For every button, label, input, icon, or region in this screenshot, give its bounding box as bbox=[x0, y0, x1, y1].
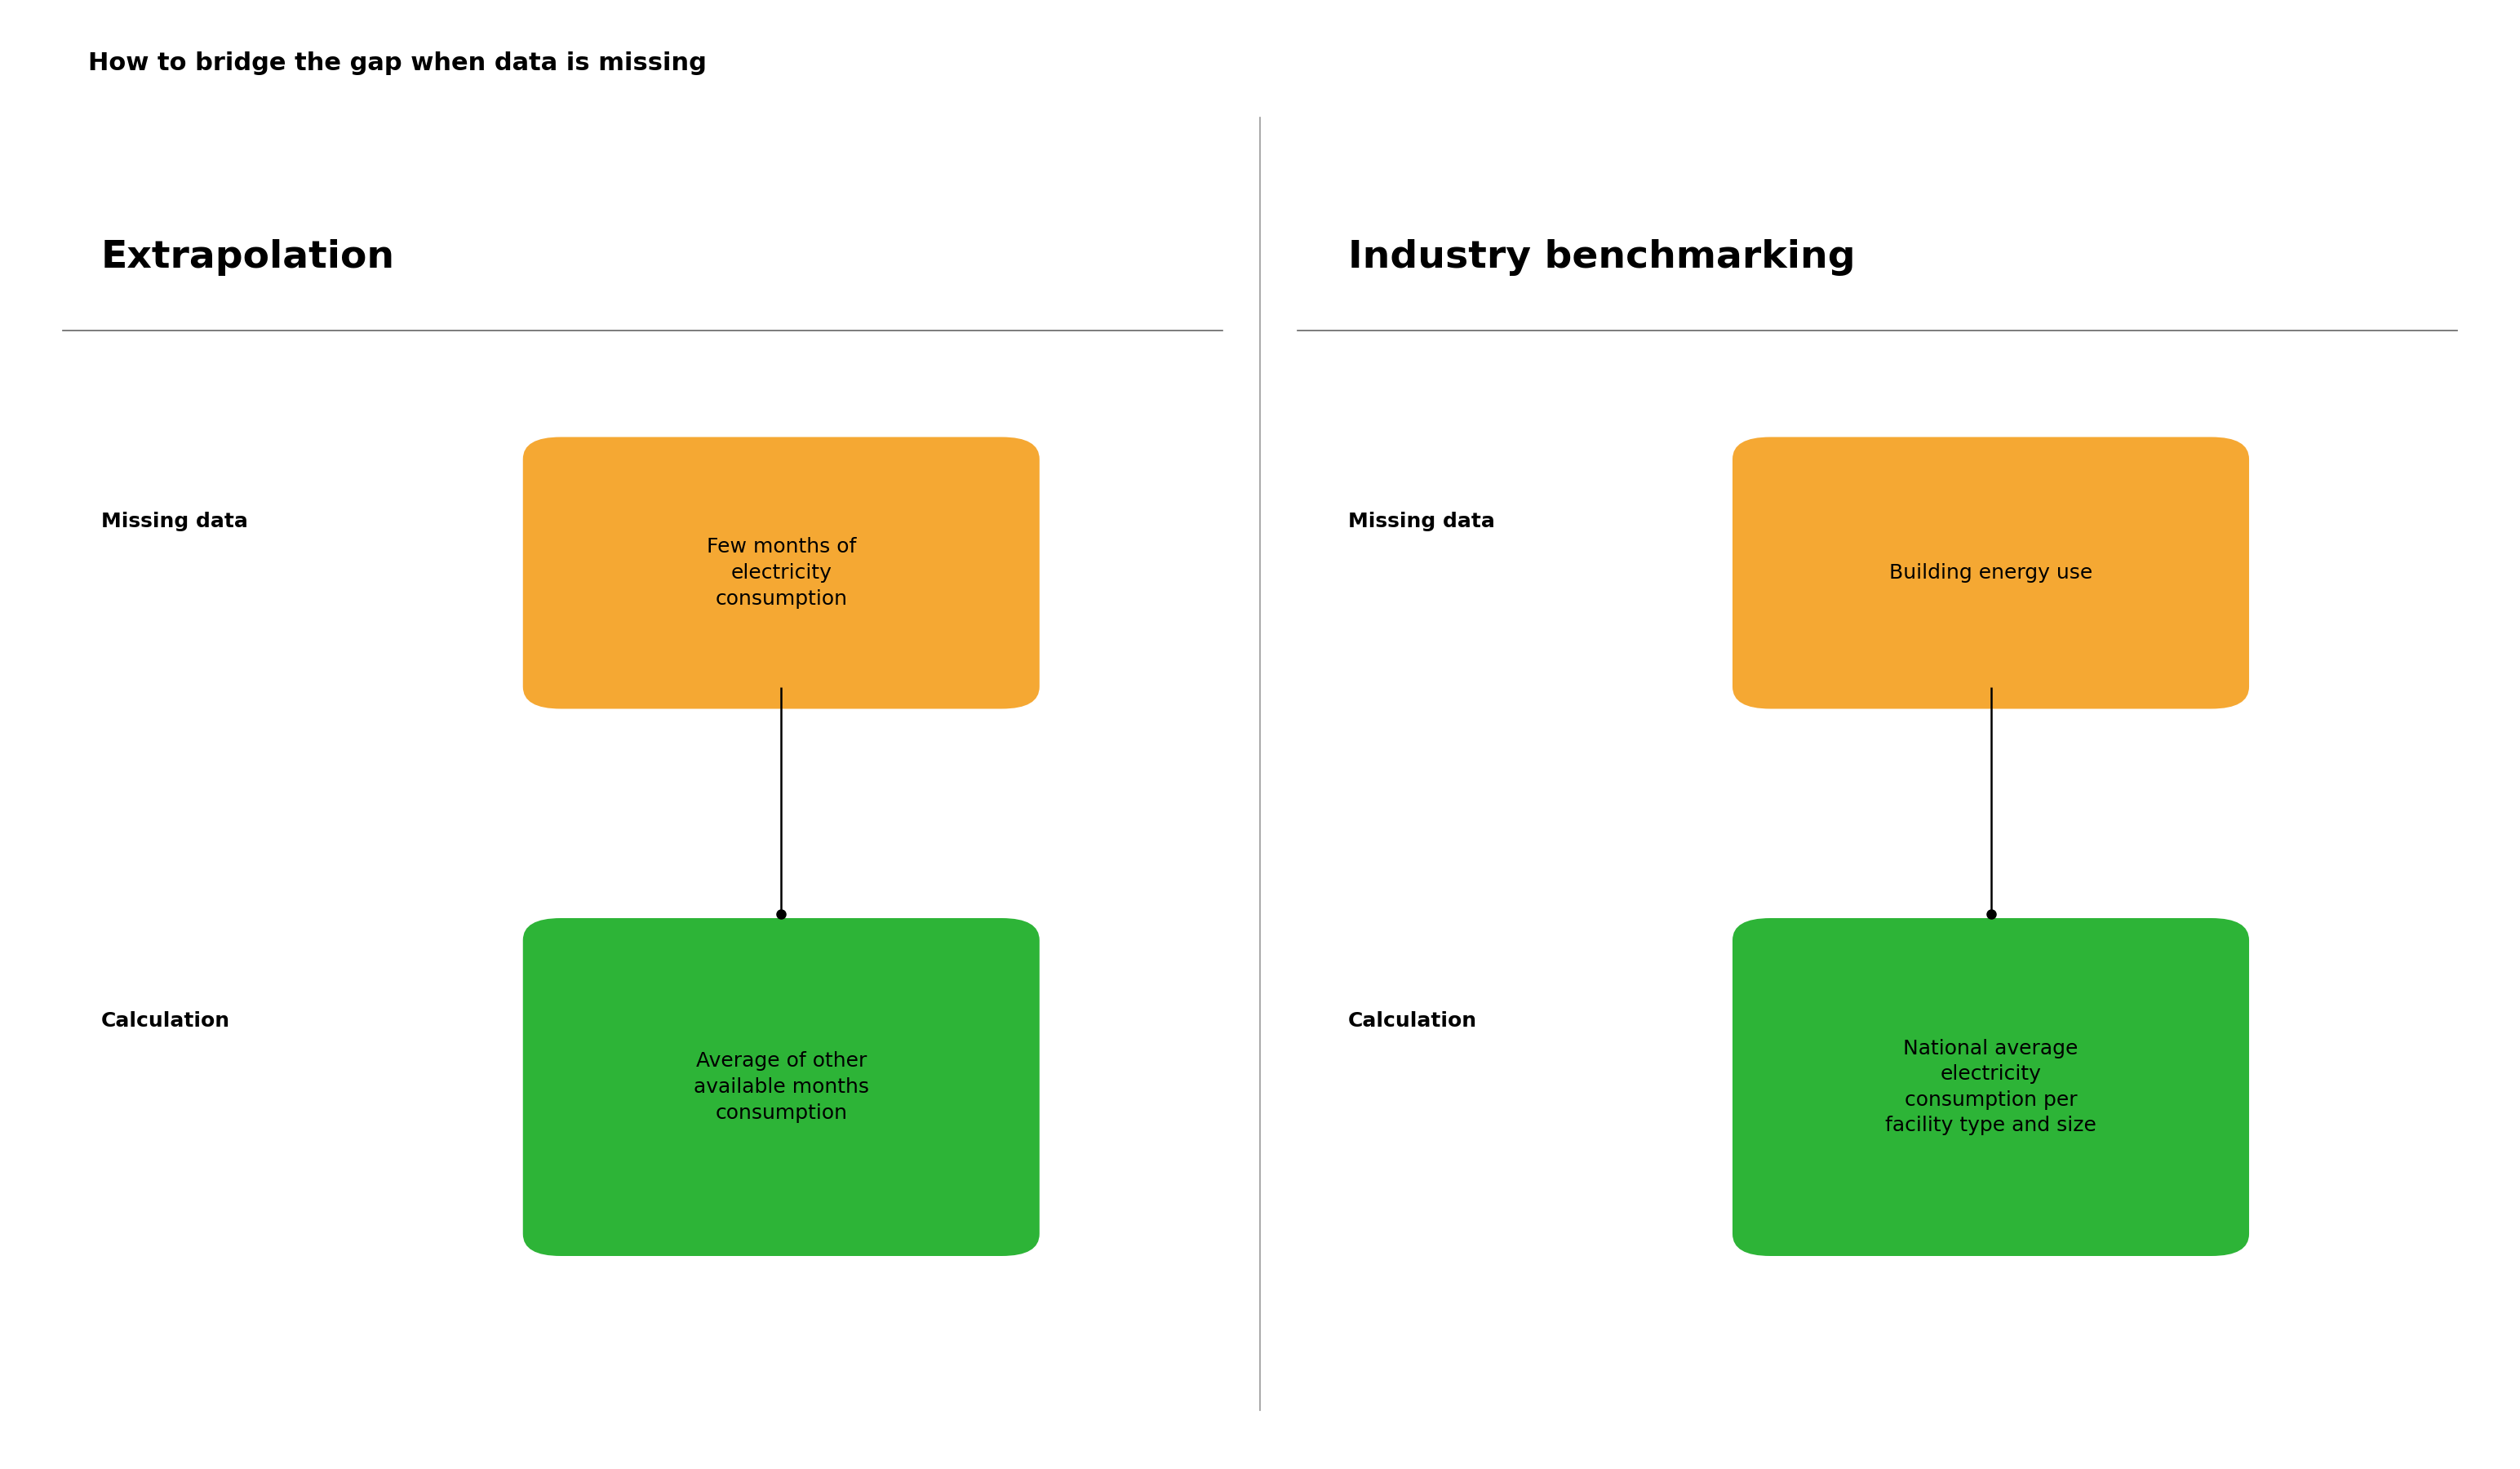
FancyBboxPatch shape bbox=[524, 918, 1038, 1256]
FancyBboxPatch shape bbox=[524, 438, 1038, 710]
Text: Few months of
electricity
consumption: Few months of electricity consumption bbox=[706, 538, 857, 608]
Text: Missing data: Missing data bbox=[101, 511, 247, 532]
FancyBboxPatch shape bbox=[1731, 438, 2248, 710]
Text: Missing data: Missing data bbox=[1348, 511, 1494, 532]
Text: Average of other
available months
consumption: Average of other available months consum… bbox=[693, 1052, 869, 1122]
Text: How to bridge the gap when data is missing: How to bridge the gap when data is missi… bbox=[88, 51, 706, 75]
Text: Extrapolation: Extrapolation bbox=[101, 238, 396, 276]
Text: Industry benchmarking: Industry benchmarking bbox=[1348, 238, 1855, 276]
Text: National average
electricity
consumption per
facility type and size: National average electricity consumption… bbox=[1885, 1039, 2097, 1136]
FancyBboxPatch shape bbox=[1731, 918, 2248, 1256]
Text: Calculation: Calculation bbox=[101, 1011, 229, 1031]
Text: Calculation: Calculation bbox=[1348, 1011, 1477, 1031]
Text: Building energy use: Building energy use bbox=[1890, 563, 2092, 583]
